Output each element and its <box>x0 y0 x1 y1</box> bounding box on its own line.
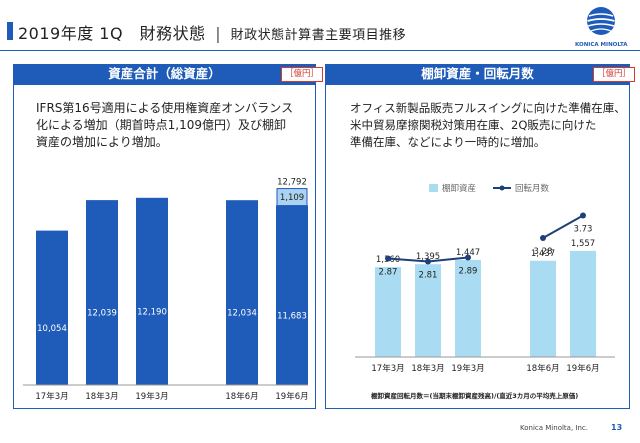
data-label: 12,034 <box>227 309 257 319</box>
legend-label: 棚卸資産 <box>442 183 476 194</box>
bar-total-assets <box>136 197 168 385</box>
turnover-marker <box>540 235 546 241</box>
bar-inventory <box>455 259 481 357</box>
turnover-line <box>542 214 584 239</box>
page-subtitle: 財政状態計算書主要項目推移 <box>230 28 407 43</box>
bar-right-of-use-assets <box>276 188 308 207</box>
bar-inventory <box>570 250 596 357</box>
x-tick-label: 19年6月 <box>566 363 599 374</box>
data-label: 11,683 <box>277 311 307 321</box>
left-panel-title: 資産合計（総資産） <box>13 64 316 84</box>
title-separator: | <box>215 24 222 43</box>
right-panel-unit: ［億円］ <box>593 67 636 82</box>
x-tick-label: 19年3月 <box>451 363 484 374</box>
data-label: 1,395 <box>416 252 440 262</box>
logo-globe-icon <box>587 7 615 35</box>
left-panel-unit: ［億円］ <box>281 67 324 82</box>
turnover-marker <box>385 255 391 262</box>
right-panel-note: オフィス新製品販売フルスイングに向けた準備在庫、 米中貿易摩擦関税対策用在庫、2… <box>350 100 628 151</box>
data-label: 10,054 <box>37 324 67 334</box>
bar-inventory <box>530 260 556 357</box>
note-line: 資産の増加により増加。 <box>36 135 168 149</box>
header-divider <box>0 50 640 51</box>
data-label: 2.81 <box>419 271 438 281</box>
footer-company: Konica Minolta, Inc. <box>520 424 588 432</box>
total-assets-chart: 10,054 17年3月 12,039 18年3月 12,190 19年3月 12,034 1… <box>23 178 309 402</box>
note-line: 準備在庫、などにより一時的に増加。 <box>350 135 546 149</box>
data-label: 2.89 <box>459 267 478 277</box>
turnover-formula: 棚卸資産回転月数＝(当期末棚卸資産残高)/(直近3カ月の平均売上原価) <box>371 392 579 400</box>
page-title: 2019年度 1Q 財務状態 | 財政状態計算書主要項目推移 <box>18 20 406 44</box>
right-panel-title: 棚卸資産・回転月数 <box>325 64 630 84</box>
note-line: 化による増加（期首時点1,109億円）及び棚卸 <box>36 118 286 132</box>
data-label: 3.73 <box>574 225 593 235</box>
bar-total-assets <box>226 200 258 385</box>
bar-inventory <box>415 264 441 357</box>
note-line: 米中貿易摩擦関税対策用在庫、2Q販売に向けた <box>350 118 597 132</box>
bar-inventory <box>375 267 401 357</box>
logo-text: KONICA MINOLTA <box>575 42 628 48</box>
bar-total-assets <box>36 230 68 385</box>
x-tick-label: 18年6月 <box>225 391 258 402</box>
inventory-chart: 棚卸資産回転月数1,36017年3月1,39518年3月1,44719年3月1,… <box>355 183 615 374</box>
legend-marker-turnover <box>499 185 505 191</box>
data-label: 1,109 <box>280 193 304 203</box>
x-tick-label: 17年3月 <box>35 391 68 402</box>
left-panel-note: IFRS第16号適用による使用権資産オンバランス 化による増加（期首時点1,10… <box>36 100 316 151</box>
legend-label: 回転月数 <box>515 183 550 194</box>
x-tick-label: 18年3月 <box>411 363 444 374</box>
turnover-marker <box>580 212 586 219</box>
data-label: 1,557 <box>571 239 595 249</box>
page-title-main: 2019年度 1Q 財務状態 <box>18 24 206 43</box>
data-label: 12,039 <box>87 309 117 319</box>
x-tick-label: 18年6月 <box>526 363 559 374</box>
x-tick-label: 19年3月 <box>135 391 168 402</box>
note-line: IFRS第16号適用による使用権資産オンバランス <box>36 101 294 115</box>
legend-swatch-inventory <box>429 184 438 192</box>
x-tick-label: 19年6月 <box>275 391 308 402</box>
bar-total-assets <box>86 200 118 385</box>
data-label: 2.87 <box>379 268 398 278</box>
turnover-marker <box>465 254 471 261</box>
company-logo: KONICA MINOLTA <box>575 6 628 48</box>
x-tick-label: 18年3月 <box>85 391 118 402</box>
turnover-marker <box>425 258 431 265</box>
x-tick-label: 17年3月 <box>371 363 404 374</box>
note-line: オフィス新製品販売フルスイングに向けた準備在庫、 <box>350 101 626 115</box>
data-label: 3.28 <box>534 247 553 257</box>
data-label: 1,447 <box>456 248 480 258</box>
bar-total-assets <box>276 205 308 385</box>
title-accent-bar <box>7 22 13 40</box>
data-label: 1,437 <box>531 249 555 259</box>
data-label: 12,190 <box>137 307 167 317</box>
total-label: 12,792 <box>277 178 307 188</box>
page-number: 13 <box>611 423 623 432</box>
